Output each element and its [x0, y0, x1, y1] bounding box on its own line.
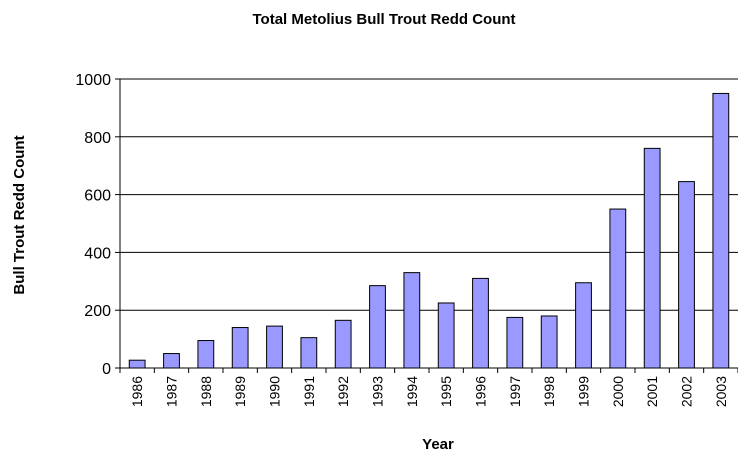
x-tick-label: 1993	[370, 376, 386, 407]
bar	[163, 353, 180, 369]
bar	[266, 325, 283, 369]
bar	[128, 359, 146, 369]
bar	[575, 282, 592, 369]
x-tick-label: 1991	[301, 376, 317, 407]
x-tick-label: 1990	[267, 376, 283, 407]
y-tick-label: 600	[84, 188, 111, 205]
x-tick-label: 1995	[438, 376, 454, 407]
x-tick-label: 1988	[198, 376, 214, 407]
x-tick-label: 1996	[473, 376, 489, 407]
plot-area: 0 200 400 600 800 1000 1986 1987 1988 1989 1990 199…	[75, 72, 738, 407]
y-tick-label: 200	[84, 303, 111, 320]
x-axis-title: Year	[422, 436, 454, 453]
x-tick-label: 1992	[335, 376, 351, 407]
x-tick-label: 1999	[576, 376, 592, 407]
bar	[540, 315, 558, 369]
bar	[197, 340, 215, 369]
x-tick-label: 1997	[507, 376, 523, 407]
x-tick-label: 2003	[713, 376, 729, 407]
bar	[609, 208, 627, 369]
x-tick-label: 1994	[404, 376, 420, 407]
y-axis-title: Bull Trout Redd Count	[11, 135, 28, 294]
x-tick-label: 2000	[610, 376, 626, 407]
bar	[403, 272, 421, 369]
x-tick-label: 1989	[232, 376, 248, 407]
x-tick-label: 2002	[679, 376, 695, 407]
x-tick-label: 1987	[164, 376, 180, 407]
bar	[231, 327, 249, 369]
x-tick-label: 2001	[644, 376, 660, 407]
bar	[334, 319, 352, 369]
bar	[678, 181, 695, 369]
bar	[437, 302, 455, 369]
y-tick-label: 400	[84, 245, 111, 262]
y-tick-label: 1000	[75, 72, 111, 89]
y-tick-label: 0	[102, 361, 111, 378]
x-tick-label: 1998	[541, 376, 557, 407]
bar	[369, 285, 386, 369]
bar	[300, 337, 318, 369]
bar	[712, 92, 730, 369]
y-tick-label: 800	[84, 130, 111, 147]
x-tick-label: 1986	[129, 376, 145, 407]
bar	[643, 147, 661, 369]
bar	[472, 277, 489, 369]
chart-title: Total Metolius Bull Trout Redd Count	[252, 11, 515, 28]
bar	[506, 316, 524, 369]
